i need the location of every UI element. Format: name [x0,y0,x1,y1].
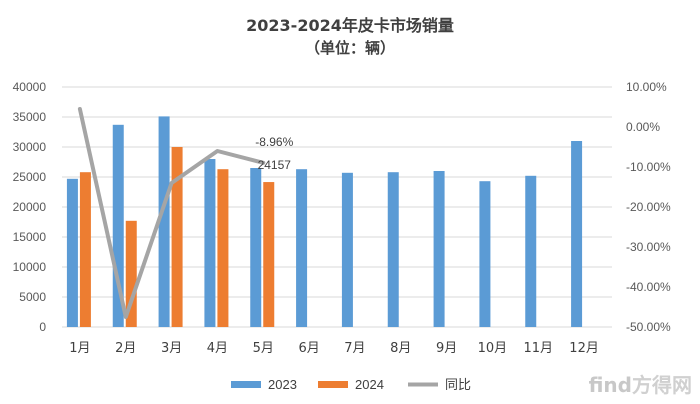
left-tick-label: 15000 [13,230,47,244]
right-tick-label: -20.00% [626,200,671,214]
x-tick-label: 2月 [115,341,136,356]
right-tick-label: 0.00% [626,120,660,134]
legend-swatch [318,381,348,388]
line-同比 [77,107,266,319]
x-tick-label: 12月 [569,341,599,356]
x-tick-label: 5月 [253,341,274,356]
left-tick-label: 0 [39,320,46,334]
bar-2024 [79,172,91,327]
bar-2024 [217,169,229,327]
bar-2023 [66,178,78,327]
bar-2024 [263,182,275,327]
chart-title: 2023-2024年皮卡市场销量 [246,16,454,35]
left-tick-label: 40000 [13,80,47,94]
left-tick-label: 25000 [13,170,47,184]
watermark-latin: find [588,373,632,397]
chart-subtitle: （单位：辆） [305,39,395,57]
bar-2023 [112,124,124,327]
x-tick-label: 4月 [207,341,228,356]
watermark-logo: find方得网 [589,369,692,398]
right-tick-label: -10.00% [626,160,671,174]
left-tick-label: 10000 [13,260,47,274]
bar-2023 [433,171,445,327]
x-tick-label: 9月 [436,341,457,356]
right-tick-label: -40.00% [626,280,671,294]
x-tick-label: 6月 [298,341,319,356]
bar-2023 [250,168,262,327]
x-tick-label: 8月 [390,341,411,356]
bar-2023 [341,172,353,327]
legend-swatch [231,381,261,388]
bar-2023 [525,175,537,327]
right-tick-label: -30.00% [626,240,671,254]
x-tick-label: 7月 [344,341,365,356]
right-tick-label: -50.00% [626,320,671,334]
x-tick-label: 3月 [161,341,182,356]
bar-2023 [296,169,308,327]
legend-label: 2023 [268,377,297,392]
right-tick-label: 10.00% [626,80,667,94]
x-tick-label: 10月 [478,341,508,356]
left-tick-label: 35000 [13,110,47,124]
data-label: -8.96% [255,135,293,149]
left-tick-label: 30000 [13,140,47,154]
x-tick-label: 1月 [69,341,90,356]
bar-2024 [125,220,137,327]
legend-label: 同比 [445,378,471,393]
data-label: 24157 [258,158,292,172]
legend-label: 2024 [355,377,384,392]
bar-2023 [387,172,399,327]
left-tick-label: 5000 [19,290,46,304]
watermark-cjk: 方得网 [632,373,692,397]
bar-2023 [204,159,216,327]
bar-2023 [158,116,170,328]
bar-2024 [171,147,183,327]
bar-2023 [479,181,491,327]
bar-2023 [571,141,583,327]
left-tick-label: 20000 [13,200,47,214]
x-tick-label: 11月 [523,341,553,356]
